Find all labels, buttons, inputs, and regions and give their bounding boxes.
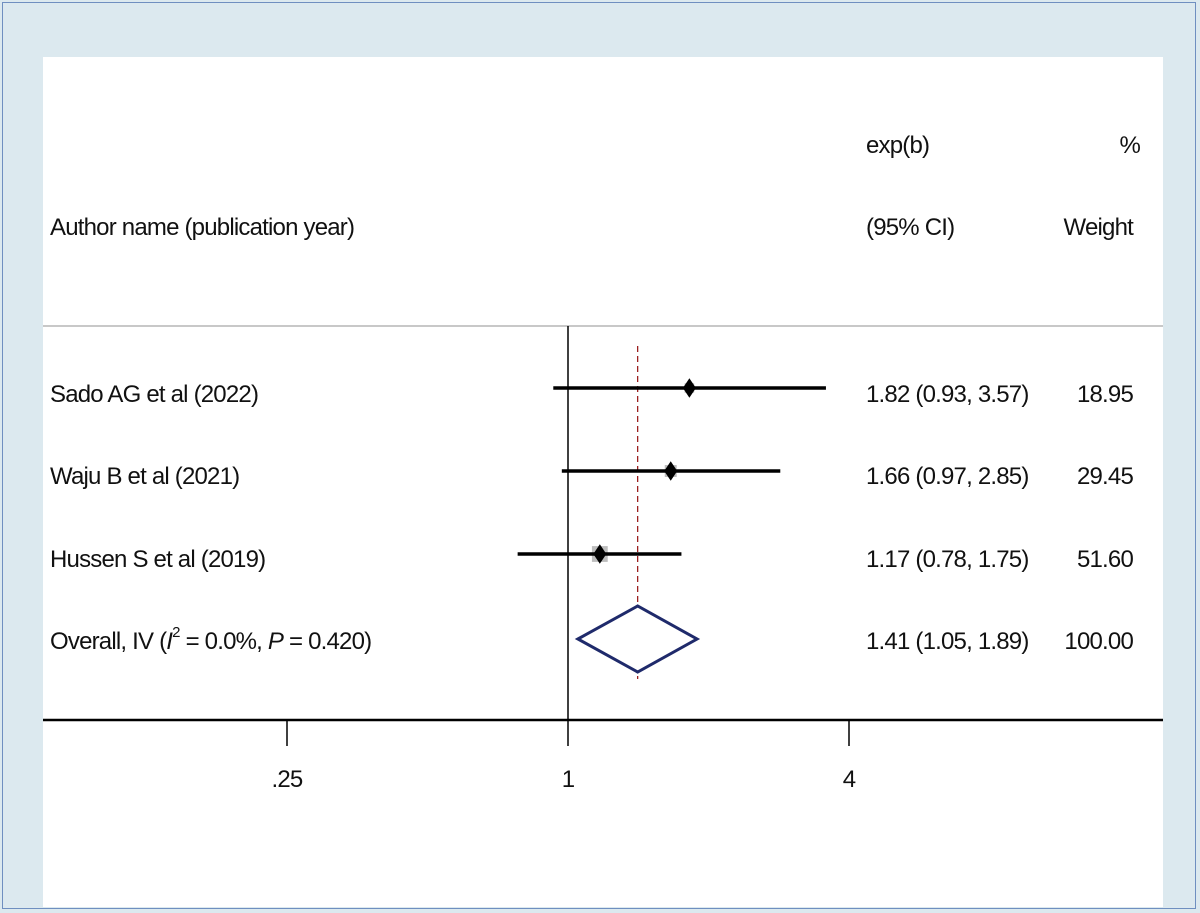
x-tick-label: 1 bbox=[562, 766, 575, 793]
header-effect-line2: (95% CI) bbox=[866, 214, 954, 241]
header-weight-line2: Weight bbox=[1064, 214, 1135, 241]
pooled-estimate-diamond bbox=[574, 604, 701, 674]
point-estimate-marker bbox=[593, 544, 607, 564]
point-estimate-marker bbox=[664, 461, 678, 481]
weight-text: 51.60 bbox=[1077, 546, 1134, 573]
x-axis-ticks: .25 1 4 bbox=[272, 720, 857, 793]
point-estimate-marker bbox=[682, 378, 696, 398]
study-label: Sado AG et al (2022) bbox=[50, 381, 258, 408]
study-label: Waju B et al (2021) bbox=[50, 463, 239, 490]
overall-weight-text: 100.00 bbox=[1064, 628, 1133, 655]
study-row-waju: Waju B et al (2021) 1.66 (0.97, 2.85) 29… bbox=[50, 461, 1134, 490]
forest-plot: exp(b) % Author name (publication year) … bbox=[43, 132, 1163, 793]
header-effect-line1: exp(b) bbox=[866, 132, 929, 159]
weight-text: 29.45 bbox=[1077, 463, 1134, 490]
study-row-sado: Sado AG et al (2022) 1.82 (0.93, 3.57) 1… bbox=[50, 378, 1134, 408]
weight-text: 18.95 bbox=[1077, 381, 1134, 408]
effect-ci-text: 1.82 (0.93, 3.57) bbox=[866, 381, 1029, 408]
header-weight-line1: % bbox=[1119, 132, 1140, 159]
effect-ci-text: 1.66 (0.97, 2.85) bbox=[866, 463, 1029, 490]
x-tick-label: .25 bbox=[272, 766, 303, 793]
study-label: Hussen S et al (2019) bbox=[50, 546, 265, 573]
plot-area: exp(b) % Author name (publication year) … bbox=[43, 57, 1163, 907]
study-row-hussen: Hussen S et al (2019) 1.17 (0.78, 1.75) … bbox=[50, 544, 1134, 573]
x-tick-label: 4 bbox=[843, 766, 856, 793]
overall-effect-ci-text: 1.41 (1.05, 1.89) bbox=[866, 628, 1029, 655]
overall-label: Overall, IV (I2 = 0.0%, P = 0.420) bbox=[50, 624, 371, 655]
header-study-column: Author name (publication year) bbox=[50, 214, 354, 241]
overall-row: Overall, IV (I2 = 0.0%, P = 0.420) 1.41 … bbox=[50, 604, 1134, 674]
effect-ci-text: 1.17 (0.78, 1.75) bbox=[866, 546, 1029, 573]
